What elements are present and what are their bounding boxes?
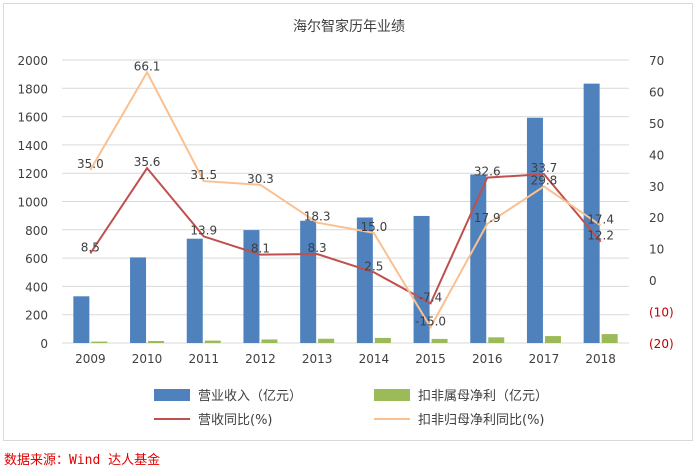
bar-net-profit xyxy=(374,337,391,343)
left-axis-tick: 1000 xyxy=(17,196,48,210)
x-axis-tick: 2016 xyxy=(472,352,503,366)
bar-net-profit xyxy=(488,337,505,343)
x-axis-tick: 2011 xyxy=(188,352,219,366)
data-label: 8.5 xyxy=(81,240,100,254)
bar-revenue xyxy=(130,257,147,343)
right-axis-tick: (20) xyxy=(649,337,674,351)
data-label: 15.0 xyxy=(360,220,387,234)
left-axis-tick: 800 xyxy=(25,224,48,238)
data-source-note: 数据来源：Wind 达人基金 xyxy=(4,449,160,468)
right-axis-tick: 30 xyxy=(649,180,664,194)
data-label: 18.3 xyxy=(304,210,331,224)
data-label: -15.0 xyxy=(415,314,446,328)
x-axis-tick: 2010 xyxy=(132,352,163,366)
x-axis-tick: 2014 xyxy=(359,352,390,366)
x-axis-tick: 2017 xyxy=(529,352,560,366)
chart-title: 海尔智家历年业绩 xyxy=(293,18,405,35)
left-axis-tick: 600 xyxy=(25,252,48,266)
bar-revenue xyxy=(526,117,543,344)
x-axis-tick: 2013 xyxy=(302,352,333,366)
legend-label: 营业收入（亿元） xyxy=(198,389,302,404)
right-axis-tick: 70 xyxy=(649,54,664,68)
data-label: 30.3 xyxy=(247,172,274,186)
right-axis-tick: 20 xyxy=(649,211,664,225)
legend-label: 营收同比(%) xyxy=(198,413,273,428)
data-label: 17.9 xyxy=(474,211,501,225)
x-axis-tick: 2015 xyxy=(415,352,446,366)
right-axis-tick: 10 xyxy=(649,243,664,257)
right-axis-tick: 0 xyxy=(649,274,657,288)
data-label: 31.5 xyxy=(190,168,217,182)
data-label: 8.1 xyxy=(251,242,270,256)
left-axis-tick: 400 xyxy=(25,280,48,294)
data-label: 8.3 xyxy=(308,241,327,255)
legend-label: 扣非属母净利（亿元） xyxy=(418,389,548,404)
left-axis-tick: 1800 xyxy=(17,82,48,96)
left-axis-tick: 0 xyxy=(40,337,48,351)
bar-revenue xyxy=(356,217,373,343)
bar-net-profit xyxy=(91,341,108,343)
right-axis-tick: 50 xyxy=(649,117,664,131)
x-axis-tick: 2009 xyxy=(75,352,106,366)
source-text: Wind 达人基金 xyxy=(69,453,161,468)
bar-net-profit xyxy=(544,336,561,343)
bar-net-profit xyxy=(318,338,335,343)
bar-net-profit xyxy=(601,334,618,343)
bar-revenue xyxy=(583,83,600,344)
bar-revenue xyxy=(73,296,90,343)
bar-revenue xyxy=(243,230,260,343)
legend-swatch xyxy=(374,389,410,401)
data-label: 66.1 xyxy=(134,59,161,73)
x-axis-tick: 2018 xyxy=(585,352,616,366)
bar-net-profit xyxy=(431,338,448,343)
bar-net-profit xyxy=(148,341,165,343)
legend-swatch xyxy=(154,389,190,401)
source-prefix: 数据来源： xyxy=(4,453,70,468)
data-label: 2.5 xyxy=(364,259,383,273)
x-axis-tick: 2012 xyxy=(245,352,276,366)
data-label: -7.4 xyxy=(419,290,442,304)
left-axis-tick: 1200 xyxy=(17,167,48,181)
left-axis-tick: 200 xyxy=(25,309,48,323)
bar-net-profit xyxy=(204,340,221,343)
bar-revenue xyxy=(470,174,487,343)
right-axis-tick: 60 xyxy=(649,85,664,99)
left-axis-tick: 1600 xyxy=(17,111,48,125)
bar-net-profit xyxy=(261,339,278,343)
bar-revenue xyxy=(300,220,317,343)
bar-revenue xyxy=(413,215,430,343)
line-profit-yoy xyxy=(89,70,602,330)
data-label: 33.7 xyxy=(531,161,558,175)
left-axis-tick: 2000 xyxy=(17,54,48,68)
data-label: 32.6 xyxy=(474,165,501,179)
data-label: 29.8 xyxy=(531,173,558,187)
left-axis-tick: 1400 xyxy=(17,139,48,153)
combo-chart: 海尔智家历年业绩 8.5 35.6 13.9 8.1 8.3 2.5 -7.4 32.6 33.… xyxy=(17,18,674,428)
legend-label: 扣非归母净利同比(%) xyxy=(418,413,545,428)
data-label: 12.2 xyxy=(587,229,614,243)
data-label: 17.4 xyxy=(587,212,614,226)
right-axis-tick: 40 xyxy=(649,148,664,162)
right-axis-tick: (10) xyxy=(649,306,674,320)
chart-frame: 海尔智家历年业绩 8.5 35.6 13.9 8.1 8.3 2.5 -7.4 32.6 33.… xyxy=(3,3,693,441)
bar-revenue xyxy=(186,238,203,343)
data-label: 35.0 xyxy=(77,157,104,171)
line-revenue-yoy xyxy=(89,166,602,305)
data-label: 13.9 xyxy=(190,223,217,237)
data-label: 35.6 xyxy=(134,155,161,169)
